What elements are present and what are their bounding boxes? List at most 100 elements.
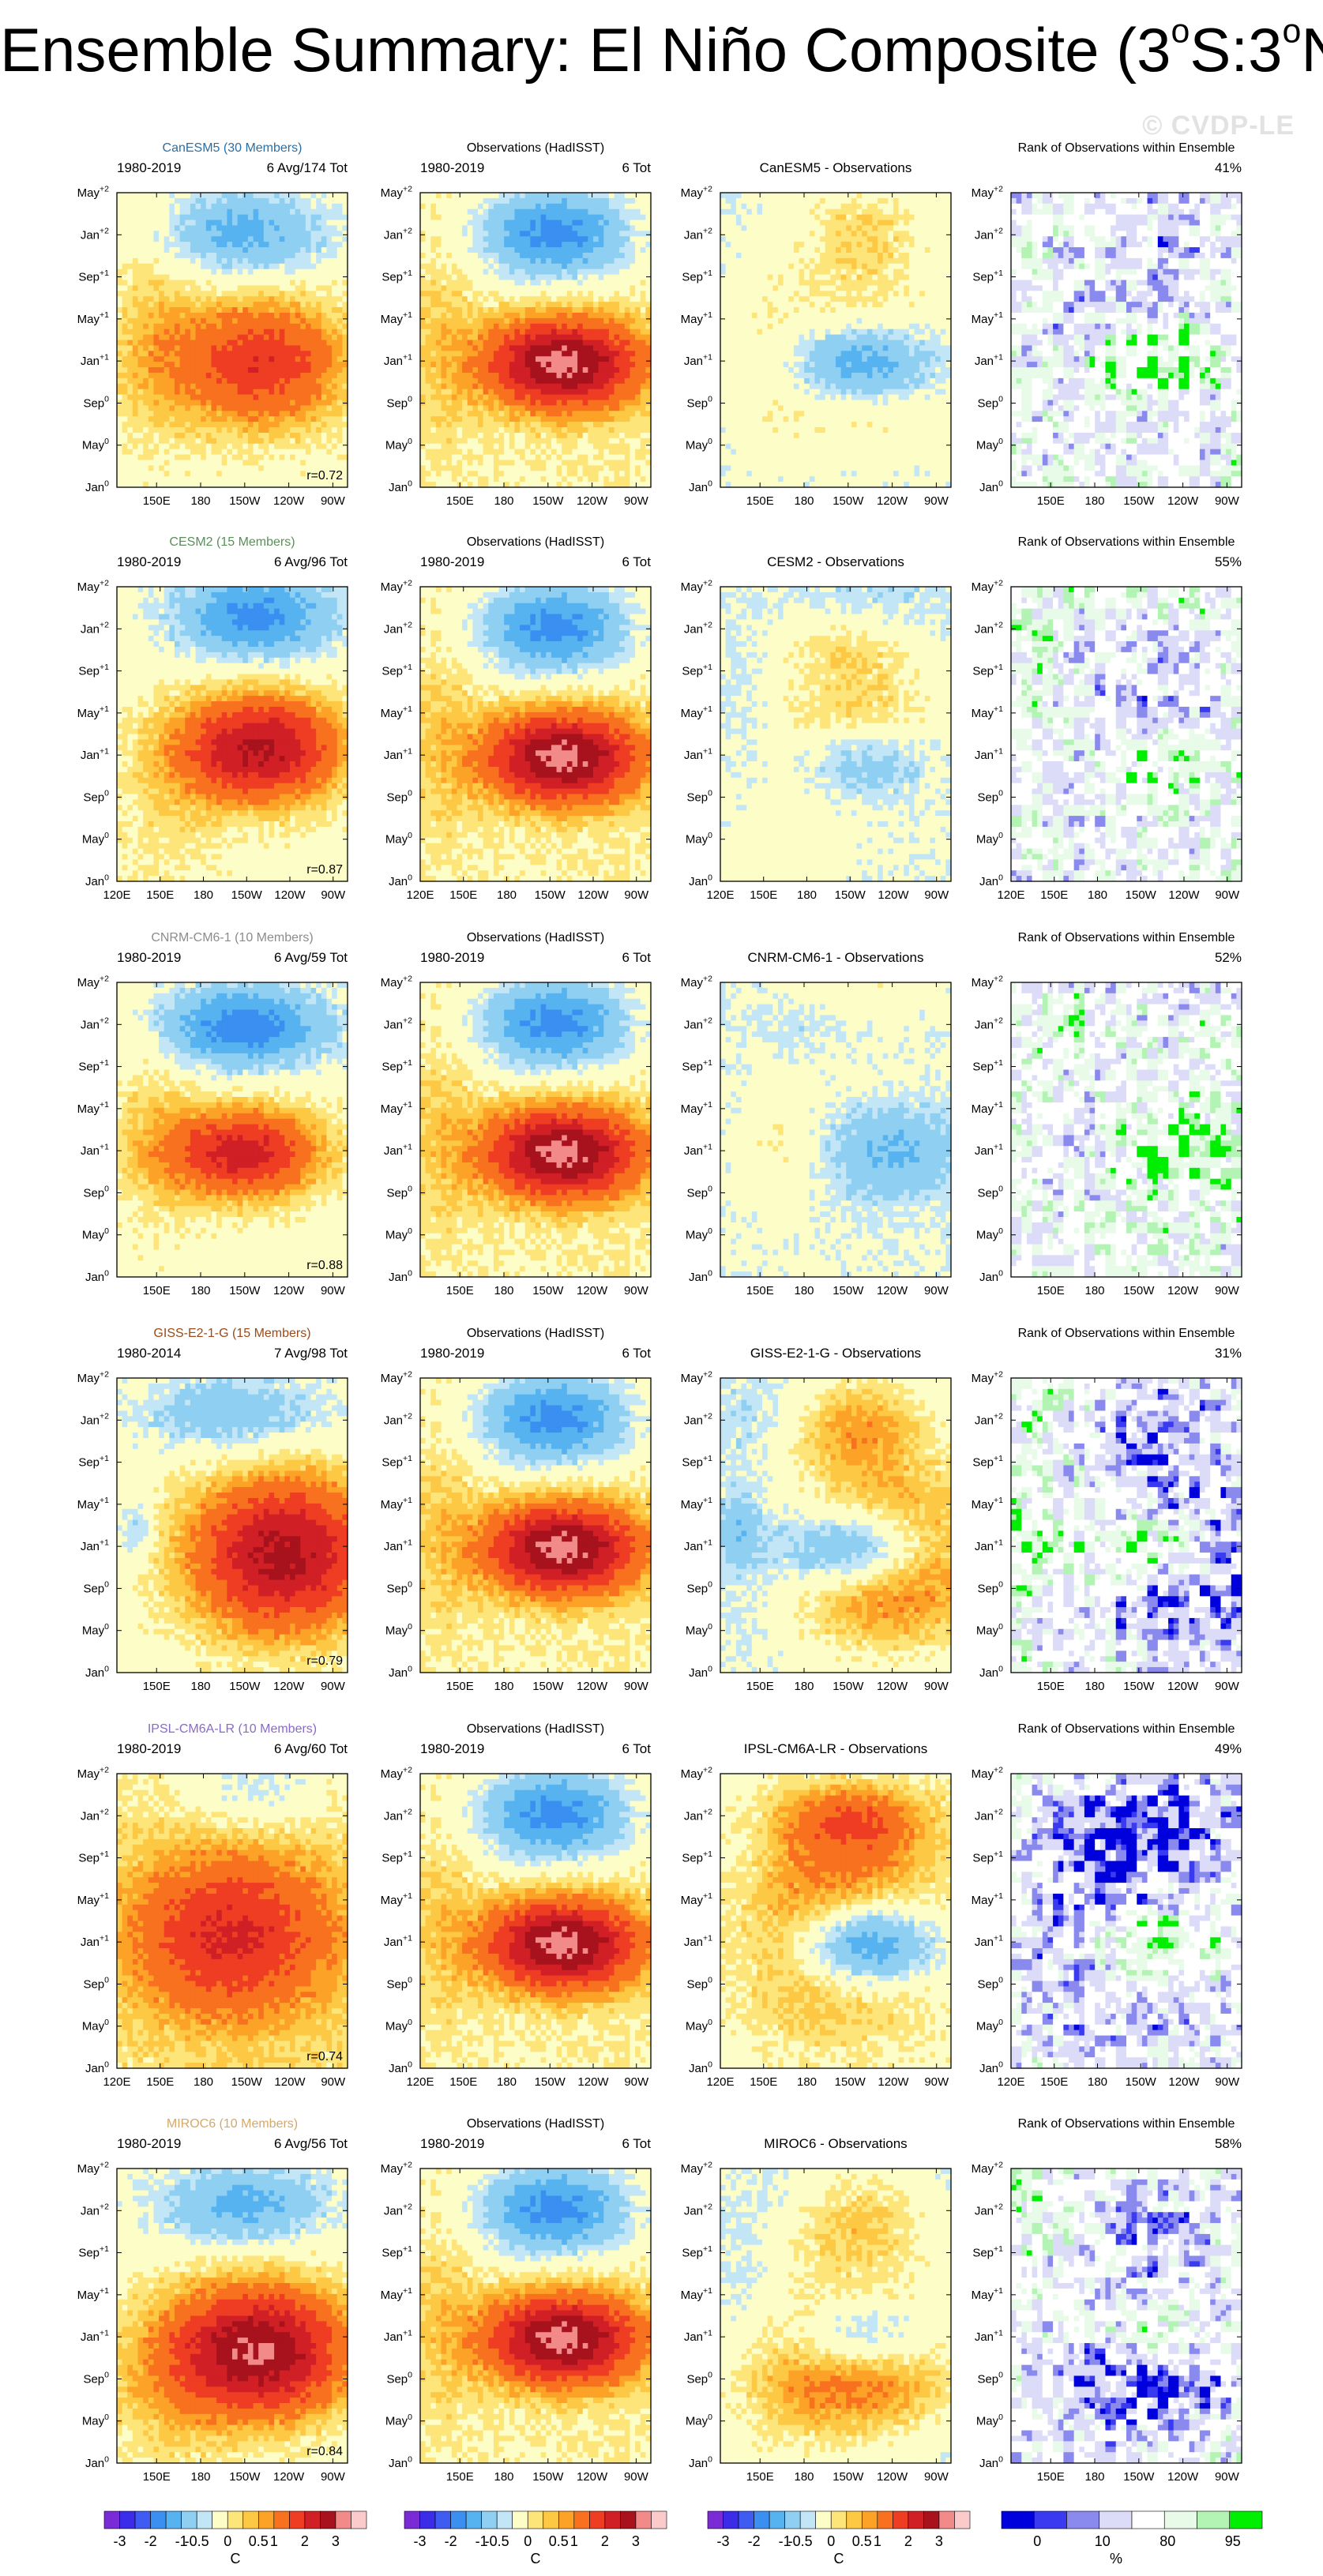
field-cell <box>153 236 159 242</box>
field-cell <box>211 427 216 434</box>
field-cell <box>295 411 301 417</box>
field-cell <box>216 367 222 374</box>
field-cell <box>143 313 148 319</box>
field-cell <box>201 269 206 276</box>
field-cell <box>148 258 154 265</box>
field-cell <box>153 356 159 362</box>
field-cell <box>201 378 206 385</box>
field-cell <box>269 411 274 417</box>
field-cell <box>143 209 148 216</box>
field-cell <box>227 400 232 406</box>
field-cell <box>306 225 311 231</box>
field-cell <box>175 318 180 325</box>
field-cell <box>196 242 201 248</box>
field-cell <box>175 209 180 216</box>
field-cell <box>242 258 248 265</box>
field-cell <box>306 236 311 242</box>
field-cell <box>227 373 232 379</box>
field-cell <box>216 416 222 422</box>
field-cell <box>175 356 180 362</box>
field-cell <box>258 362 264 368</box>
field-cell <box>180 318 186 325</box>
field-cell <box>274 215 280 221</box>
field-cell <box>295 340 301 347</box>
field-cell <box>269 351 274 357</box>
field-cell <box>211 236 216 242</box>
field-cell <box>295 389 301 396</box>
field-cell <box>122 384 128 390</box>
field-cell <box>185 247 190 253</box>
field-cell <box>133 395 138 401</box>
field-cell <box>232 318 238 325</box>
field-cell <box>211 433 216 439</box>
field-cell <box>227 427 232 434</box>
field-cell <box>201 253 206 259</box>
field-cell <box>306 335 311 341</box>
field-cell <box>206 225 212 231</box>
field-cell <box>284 198 290 205</box>
field-cell <box>133 242 138 248</box>
field-cell <box>138 356 144 362</box>
field-cell <box>337 275 343 281</box>
field-cell <box>201 291 206 297</box>
field-cell <box>216 296 222 302</box>
field-cell <box>284 220 290 227</box>
field-cell <box>337 225 343 231</box>
field-cell <box>122 433 128 439</box>
field-cell <box>164 242 170 248</box>
field-cell <box>138 253 144 259</box>
field-cell <box>311 193 317 199</box>
field-cell <box>190 335 196 341</box>
field-cell <box>180 231 186 237</box>
field-cell <box>311 269 317 276</box>
field-cell <box>242 433 248 439</box>
field-cell <box>300 280 306 287</box>
field-cell <box>258 258 264 265</box>
field-cell <box>290 378 295 385</box>
field-cell <box>206 389 212 396</box>
field-cell <box>284 258 290 265</box>
field-cell <box>206 329 212 336</box>
field-cell <box>185 433 190 439</box>
field-cell <box>201 302 206 308</box>
field-cell <box>280 313 285 319</box>
field-cell <box>284 209 290 216</box>
field-cell <box>242 384 248 390</box>
field-cell <box>185 269 190 276</box>
field-cell <box>258 198 264 205</box>
field-cell <box>222 433 227 439</box>
field-cell <box>164 264 170 270</box>
field-cell <box>238 198 243 205</box>
field-cell <box>242 204 248 210</box>
field-cell <box>290 329 295 336</box>
field-cell <box>311 416 317 422</box>
field-cell <box>180 362 186 368</box>
field-cell <box>264 427 269 434</box>
field-cell <box>133 411 138 417</box>
field-cell <box>222 280 227 287</box>
field-cell <box>337 313 343 319</box>
field-cell <box>232 411 238 417</box>
field-cell <box>326 258 332 265</box>
field-cell <box>206 193 212 199</box>
field-cell <box>185 275 190 281</box>
field-cell <box>326 236 332 242</box>
field-cell <box>311 384 317 390</box>
field-cell <box>127 340 133 347</box>
field-cell <box>254 269 259 276</box>
field-cell <box>122 400 128 406</box>
field-cell <box>190 302 196 308</box>
field-cell <box>274 220 280 227</box>
field-cell <box>227 285 232 291</box>
field-cell <box>316 395 321 401</box>
field-cell <box>159 329 164 336</box>
field-cell <box>206 264 212 270</box>
field-cell <box>169 356 175 362</box>
field-cell <box>216 285 222 291</box>
field-cell <box>232 335 238 341</box>
field-cell <box>332 307 337 314</box>
field-cell <box>206 411 212 417</box>
field-cell <box>122 356 128 362</box>
field-cell <box>311 296 317 302</box>
